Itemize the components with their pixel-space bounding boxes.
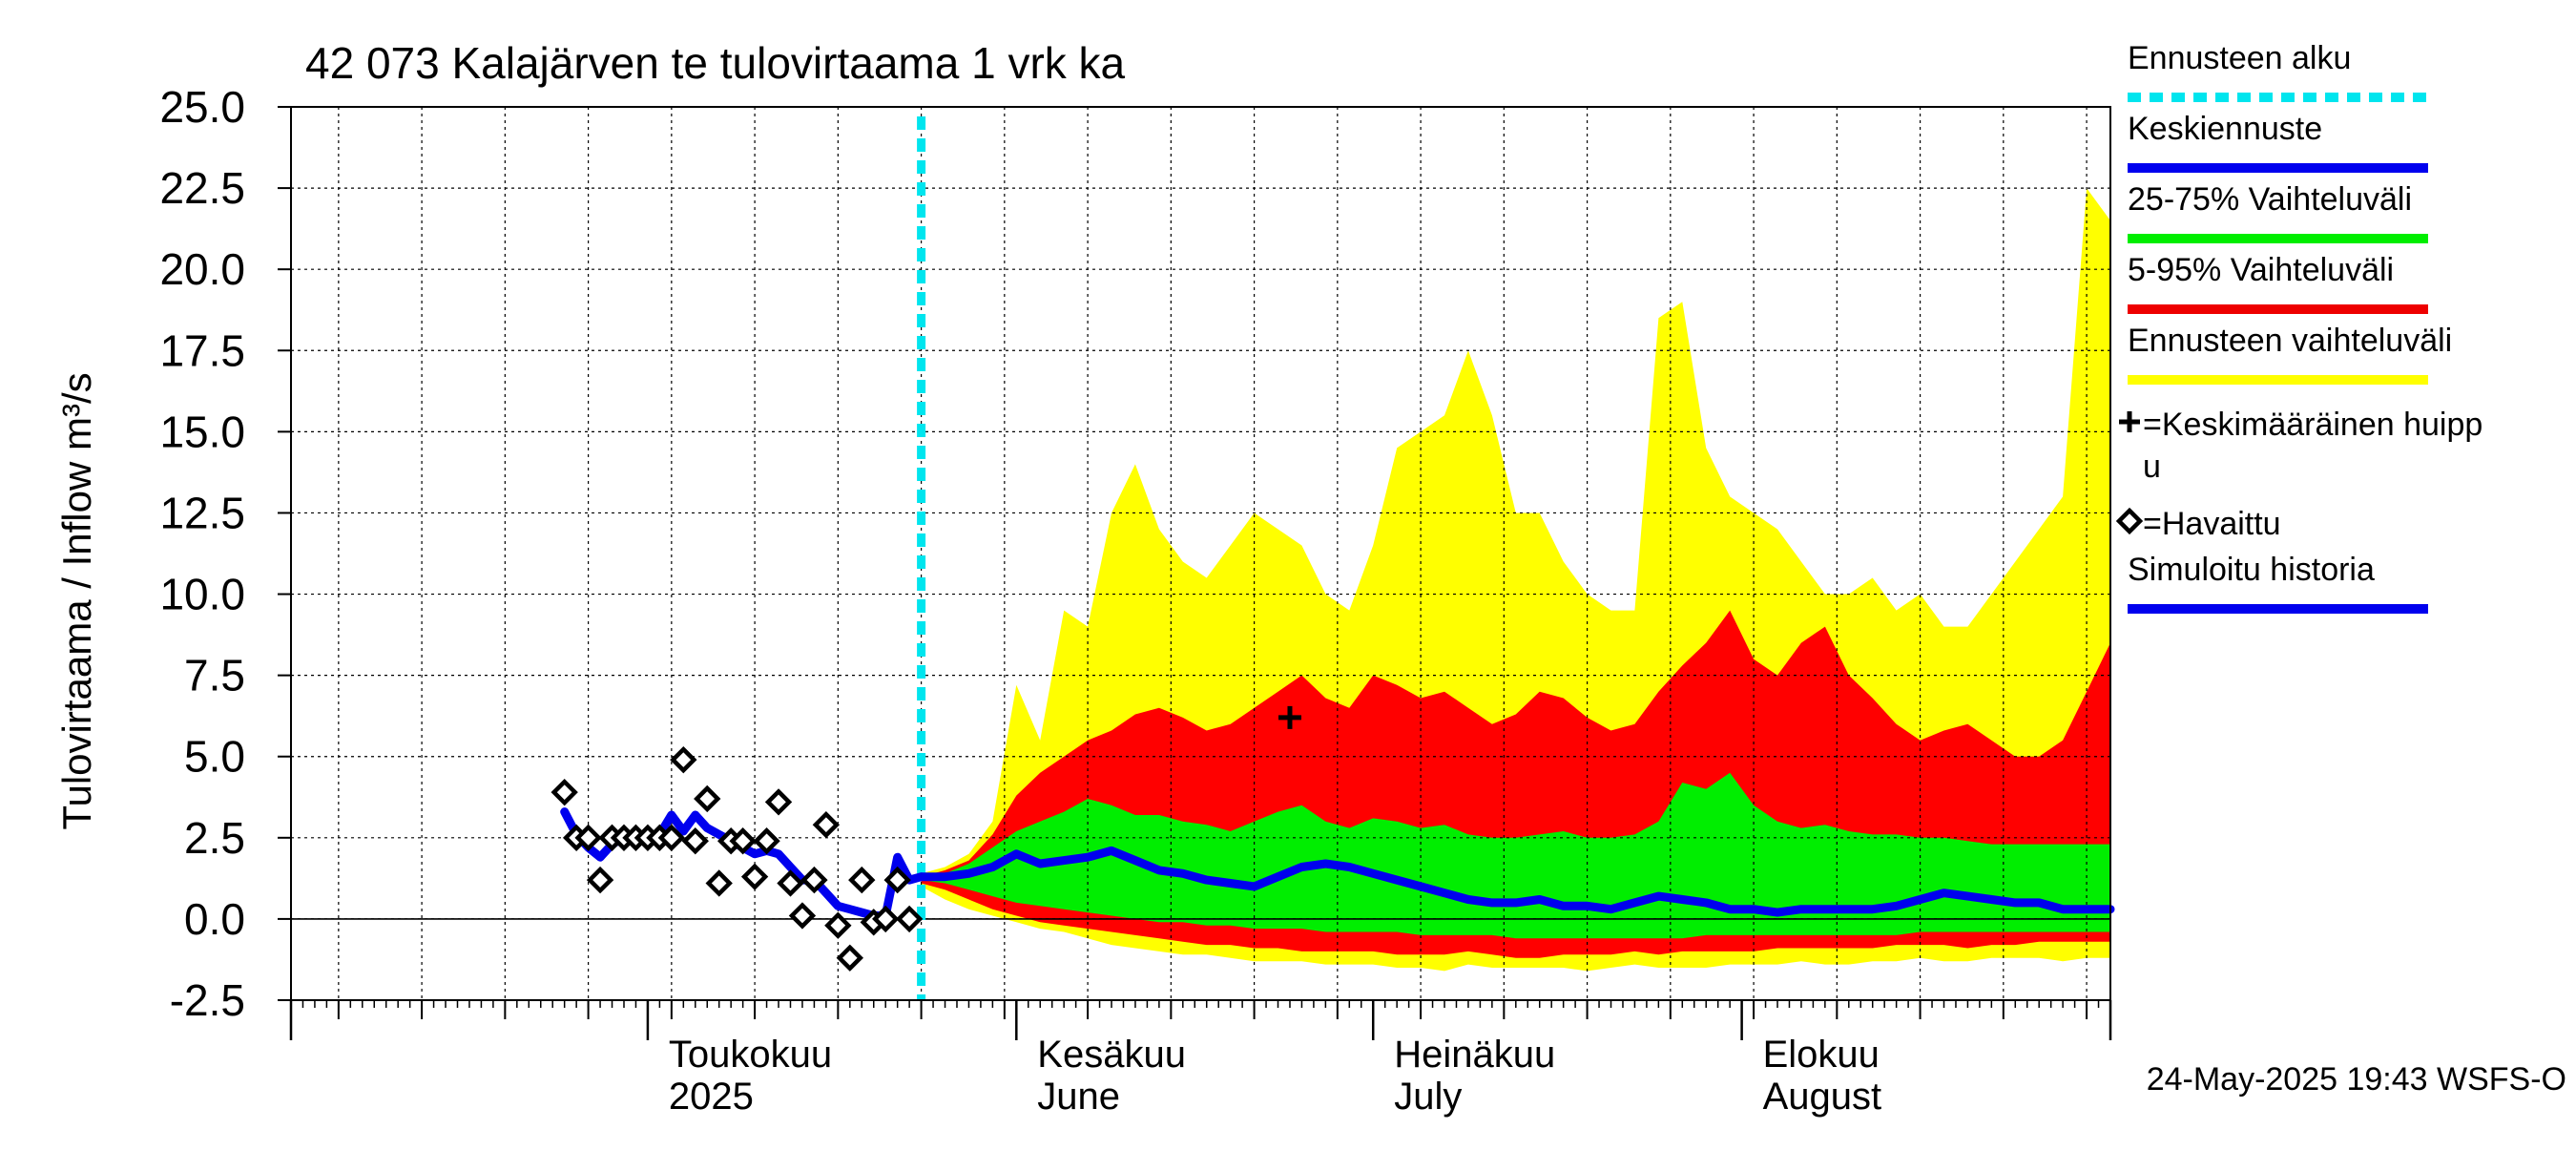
x-month-sublabel: 2025 (669, 1076, 754, 1118)
x-month-sublabel: August (1763, 1076, 1882, 1118)
legend-item-mean_peak: =Keskimääräinen huipp u (2119, 407, 2483, 485)
y-tick-label: 0.0 (184, 894, 245, 944)
observed-markers (551, 705, 1301, 972)
legend-item-forecast_start: Ennusteen alku (2128, 40, 2428, 102)
y-tick-label: 22.5 (159, 163, 245, 213)
observed-point (788, 902, 817, 930)
legend-item-simulated: Simuloitu historia (2128, 552, 2428, 614)
observed-point (670, 745, 697, 774)
observed-point (574, 824, 602, 852)
observed-point (729, 827, 757, 855)
y-tick-label: 12.5 (159, 488, 245, 537)
legend-item-band_total: Ennusteen vaihteluväli (2128, 323, 2452, 385)
observed-point (895, 905, 924, 933)
y-tick-label: 15.0 (159, 407, 245, 456)
x-month-sublabel: July (1394, 1076, 1462, 1118)
observed-point (812, 811, 841, 839)
legend-label: 5-95% Vaihteluväli (2128, 252, 2394, 288)
median-forecast-line (917, 846, 2115, 917)
observed-point (694, 784, 721, 813)
y-tick-label: 5.0 (184, 732, 245, 782)
legend-item-band_25_75: 25-75% Vaihteluväli (2128, 181, 2428, 243)
band-25-75 (921, 772, 2110, 939)
legend-label: Simuloitu historia (2128, 552, 2375, 588)
observed-point (777, 869, 804, 897)
observed-point (740, 863, 769, 890)
y-tick-label: -2.5 (170, 975, 245, 1025)
y-tick-label: 7.5 (184, 651, 245, 700)
observed-point (800, 866, 828, 894)
y-tick-label: 2.5 (184, 813, 245, 863)
legend-label: 25-75% Vaihteluväli (2128, 181, 2412, 218)
legend-label: u (2143, 449, 2161, 485)
observed-point (657, 824, 686, 852)
timestamp: 24-May-2025 19:43 WSFS-O (2147, 1061, 2566, 1098)
observed-point (681, 827, 709, 855)
observed-point (551, 778, 578, 806)
y-tick-label: 10.0 (159, 570, 245, 619)
x-month-label: Toukokuu (669, 1034, 832, 1076)
observed-point (824, 911, 852, 939)
legend-diamond-marker (2115, 507, 2144, 535)
y-axis-label: Tulovirtaama / Inflow m³/s (54, 372, 99, 829)
y-tick-label: 20.0 (159, 244, 245, 294)
axes: 25.0 22.5 20.0 17.5 15.0 12.5 10.0 7.5 5.0 2.5 0.0… (159, 82, 2112, 1118)
legend: Ennusteen alku Keskiennuste 25-75% Vaihtel… (2115, 40, 2483, 614)
observed-point (883, 866, 911, 894)
chart-title: 42 073 Kalajärven te tulovirtaama 1 vrk … (305, 38, 1126, 88)
legend-label: Ennusteen alku (2128, 40, 2351, 76)
mean-peak-marker (1278, 705, 1301, 729)
legend-item-observed: =Havaittu (2115, 506, 2281, 542)
forecast-bands (921, 188, 2110, 972)
x-month-label: Elokuu (1763, 1034, 1880, 1076)
observed-point (836, 944, 863, 972)
observed-point (586, 866, 614, 894)
plot-frame (290, 106, 2111, 1001)
observed-point (753, 827, 780, 855)
observed-point (705, 869, 733, 897)
x-month-label: Heinäkuu (1394, 1034, 1555, 1076)
observed-point (848, 866, 876, 894)
x-month-sublabel: June (1037, 1076, 1120, 1118)
legend-item-band_5_95: 5-95% Vaihteluväli (2128, 252, 2428, 314)
x-month-label: Kesäkuu (1037, 1034, 1186, 1076)
legend-label: Ennusteen vaihteluväli (2128, 323, 2452, 359)
y-tick-label: 25.0 (159, 82, 245, 132)
legend-label: =Havaittu (2143, 506, 2281, 542)
observed-point (764, 788, 793, 816)
y-tick-label: 17.5 (159, 325, 245, 375)
observed-point (872, 905, 900, 933)
legend-label: =Keskimääräinen huipp (2143, 407, 2483, 443)
legend-item-median: Keskiennuste (2128, 111, 2428, 173)
legend-label: Keskiennuste (2128, 111, 2322, 147)
